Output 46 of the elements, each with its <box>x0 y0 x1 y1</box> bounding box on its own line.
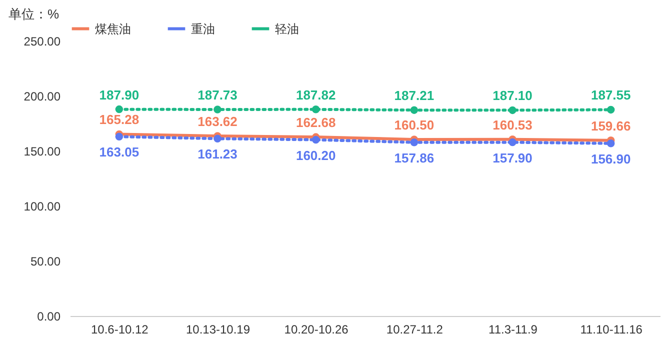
data-label: 161.23 <box>198 146 238 162</box>
legend-label: 煤焦油 <box>95 22 131 36</box>
data-label: 187.10 <box>492 88 532 104</box>
data-label: 159.66 <box>590 118 631 134</box>
data-label: 187.90 <box>99 87 140 102</box>
point <box>606 140 615 148</box>
data-label: 163.05 <box>99 144 140 160</box>
x-tick-label: 10.20-10.26 <box>284 322 349 336</box>
data-label: 160.50 <box>394 117 434 132</box>
y-tick-label: 0.00 <box>37 310 61 324</box>
y-tick-label: 200.00 <box>24 90 61 104</box>
x-tick-label: 10.6-10.12 <box>90 322 149 336</box>
data-label: 157.90 <box>492 150 532 166</box>
x-tick-label: 10.27-11.2 <box>386 322 444 336</box>
point <box>115 132 124 141</box>
data-label: 157.86 <box>394 150 434 166</box>
point <box>410 106 418 114</box>
y-axis-title: 单位：% <box>8 6 60 22</box>
data-label: 187.82 <box>296 87 336 102</box>
point <box>115 105 124 114</box>
x-tick-label: 11.10-11.16 <box>580 322 643 336</box>
y-tick-label: 100.00 <box>24 200 61 214</box>
x-tick-label: 10.13-10.19 <box>186 322 250 336</box>
point <box>312 106 320 114</box>
legend-label: 重油 <box>191 22 215 36</box>
y-tick-label: 150.00 <box>24 144 61 158</box>
x-tick-label: 11.3-11.9 <box>488 322 538 336</box>
legend-label: 轻油 <box>275 22 299 36</box>
data-label: 160.20 <box>296 148 336 163</box>
point <box>508 138 516 146</box>
data-label: 187.73 <box>198 87 238 102</box>
point <box>508 106 516 114</box>
y-tick-label: 250.00 <box>24 34 61 48</box>
point <box>410 138 418 146</box>
point <box>214 106 222 114</box>
data-label: 162.68 <box>296 115 336 130</box>
point <box>214 134 222 143</box>
data-label: 187.21 <box>394 88 434 104</box>
data-label: 156.90 <box>590 151 631 166</box>
data-label: 163.62 <box>198 114 238 130</box>
y-tick-label: 50.00 <box>30 254 61 268</box>
data-label: 165.28 <box>99 112 140 128</box>
data-label: 187.55 <box>590 88 631 103</box>
data-label: 160.53 <box>492 117 532 132</box>
point <box>606 106 615 114</box>
point <box>312 136 320 144</box>
